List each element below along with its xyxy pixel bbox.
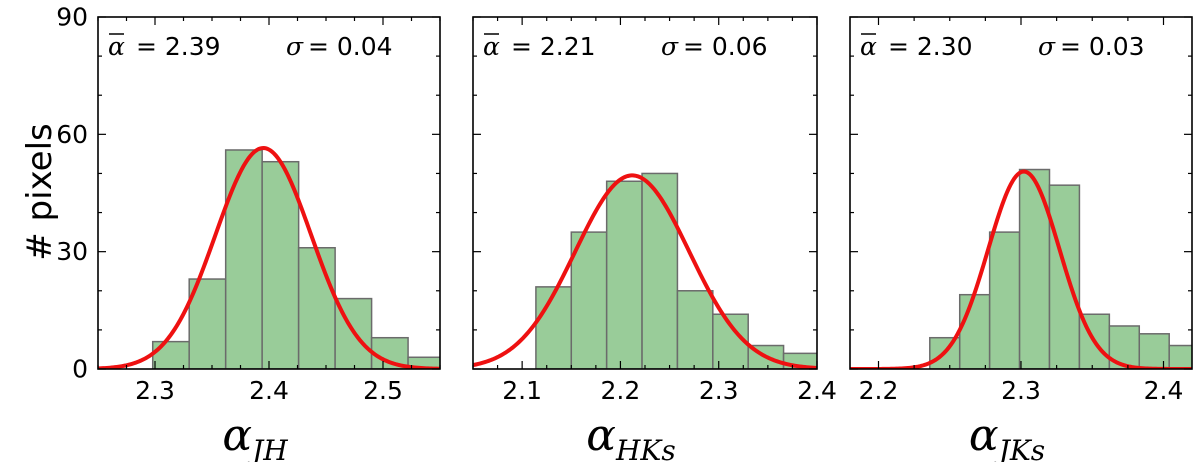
x-tick-label: 2.1 bbox=[502, 376, 542, 405]
x-tick-label: 2.4 bbox=[249, 376, 289, 405]
sigma-symbol: σ bbox=[661, 32, 679, 61]
x-tick-label: 2.3 bbox=[1001, 376, 1041, 405]
histogram-bar bbox=[988, 231, 1021, 369]
x-axis-label: αJH bbox=[222, 410, 288, 462]
histogram-bar bbox=[605, 180, 643, 369]
sigma-value: = 0.03 bbox=[1060, 32, 1145, 61]
histogram-bar bbox=[1048, 184, 1081, 369]
histogram-bar bbox=[641, 172, 679, 369]
mean-symbol: α bbox=[860, 32, 877, 61]
y-tick-label: 30 bbox=[56, 237, 88, 266]
x-tick-label: 2.2 bbox=[859, 376, 899, 405]
gaussian-fit-line bbox=[473, 173, 817, 369]
mean-value: = 2.30 bbox=[888, 32, 973, 61]
panel-2: 2.1 2.2 2.3 2.4 αHKs α = 2.21 σ = 0.06 bbox=[472, 16, 837, 462]
gaussian-fit-line bbox=[98, 146, 440, 369]
histogram-bar bbox=[224, 149, 263, 369]
histogram-bar bbox=[570, 231, 608, 369]
histogram-bar bbox=[297, 247, 336, 369]
x-tick-label: 2.4 bbox=[797, 376, 837, 405]
gaussian-fit-line bbox=[850, 169, 1192, 369]
histogram-bar bbox=[1138, 333, 1170, 369]
mean-value: = 2.21 bbox=[511, 32, 596, 61]
x-axis-label: αJKs bbox=[969, 410, 1045, 462]
panel-1: 0 30 60 90 2.3 2.4 2.5 αJH α = 2.39 σ = 0.04 bbox=[56, 3, 441, 462]
histogram-bar bbox=[151, 340, 190, 369]
mean-symbol: α bbox=[108, 32, 125, 61]
mean-value: = 2.39 bbox=[136, 32, 221, 61]
x-tick-label: 2.3 bbox=[135, 376, 175, 405]
x-tick-label: 2.5 bbox=[363, 376, 403, 405]
panel-3: 2.2 2.3 2.4 αJKs α = 2.30 σ = 0.03 bbox=[849, 16, 1193, 462]
y-axis-label: # pixels bbox=[20, 123, 60, 260]
histogram-bar bbox=[676, 290, 714, 369]
histogram-bar bbox=[1168, 344, 1192, 369]
histogram-bar bbox=[958, 293, 991, 369]
plot-area bbox=[473, 172, 817, 369]
x-tick-label: 2.2 bbox=[601, 376, 641, 405]
histogram-bar bbox=[188, 278, 227, 369]
x-tick-label: 2.4 bbox=[1144, 376, 1184, 405]
y-tick-label: 0 bbox=[72, 355, 88, 384]
x-axis-label: αHKs bbox=[586, 410, 675, 462]
plot-area bbox=[98, 146, 440, 369]
sigma-value: = 0.06 bbox=[683, 32, 768, 61]
sigma-symbol: σ bbox=[1038, 32, 1056, 61]
x-tick-label: 2.3 bbox=[699, 376, 739, 405]
histogram-bar bbox=[261, 160, 300, 369]
sigma-symbol: σ bbox=[286, 32, 304, 61]
y-tick-label: 60 bbox=[56, 120, 88, 149]
histogram-bar bbox=[929, 336, 961, 369]
sigma-value: = 0.04 bbox=[308, 32, 393, 61]
y-tick-label: 90 bbox=[56, 3, 88, 32]
plot-area bbox=[850, 168, 1192, 369]
mean-symbol: α bbox=[483, 32, 500, 61]
histogram-bar bbox=[535, 286, 573, 369]
